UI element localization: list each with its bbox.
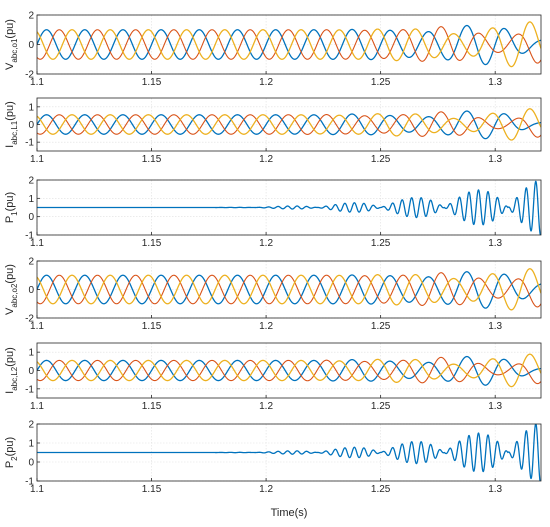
y-tick-label: 1	[28, 439, 34, 450]
x-tick-label: 1.1	[30, 484, 44, 495]
series-line-c	[37, 353, 541, 388]
x-tick-label: 1.2	[259, 321, 273, 332]
y-axis-label-subscript: 2	[10, 456, 19, 461]
y-axis-label-unit: (pu)	[4, 19, 16, 39]
x-tick-label: 1.2	[259, 401, 273, 412]
series-line-a	[37, 110, 541, 140]
y-axis-label-subscript: abc,L1	[10, 120, 19, 145]
y-tick-label: 2	[28, 176, 34, 187]
y-tick-label: 1	[28, 348, 34, 359]
x-tick-label: 1.25	[371, 401, 391, 412]
series-line-a	[37, 24, 541, 66]
y-tick-label: 1	[28, 194, 34, 205]
x-tick-label: 1.1	[30, 77, 44, 88]
x-tick-label: 1.2	[259, 77, 273, 88]
axes-frame	[36, 179, 542, 236]
y-tick-label: 0	[28, 458, 34, 469]
x-tick-label: 1.25	[371, 154, 391, 165]
x-tick-label: 1.15	[142, 238, 162, 249]
y-tick-label: 0	[28, 285, 34, 296]
subplot-4: -2 0 2 1.1 1.15 1.2 1.25 1.3 Vabc,o2(pu)	[4, 257, 542, 332]
x-tick-label: 1.3	[488, 77, 502, 88]
y-axis-label-main: V	[4, 62, 16, 70]
x-tick-label: 1.3	[488, 154, 502, 165]
axes-frame	[36, 423, 542, 482]
series-line-P2	[37, 424, 541, 481]
series-line-P1	[37, 180, 541, 235]
y-axis-label-main: V	[4, 307, 16, 315]
y-axis-label: Vabc,o1(pu)	[4, 19, 19, 70]
y-tick-label: 1	[28, 102, 34, 113]
series-line-a	[37, 355, 541, 386]
y-axis-label: P1(pu)	[4, 192, 19, 223]
y-tick-label: 0	[28, 40, 34, 51]
series-line-c	[37, 268, 541, 311]
x-tick-label: 1.3	[488, 238, 502, 249]
y-tick-label: -1	[25, 384, 34, 395]
y-tick-label: -2	[25, 70, 34, 81]
x-tick-label: 1.15	[142, 154, 162, 165]
x-tick-label: 1.2	[259, 238, 273, 249]
series-line-c	[37, 21, 541, 68]
y-axis-label-subscript: abc,o2	[10, 283, 19, 308]
y-tick-label: -1	[25, 231, 34, 242]
y-tick-label: -1	[25, 477, 34, 488]
x-tick-label: 1.15	[142, 77, 162, 88]
y-tick-label: 0	[28, 212, 34, 223]
y-tick-label: 0	[28, 120, 34, 131]
y-axis-label-main: I	[4, 145, 16, 148]
y-tick-label: -1	[25, 138, 34, 149]
series-line-b	[37, 272, 541, 308]
y-axis-label: P2(pu)	[4, 437, 19, 468]
subplot-5: -1 0 1 1.1 1.15 1.2 1.25 1.3 Iabc,L2(pu)	[4, 342, 542, 412]
subplot-2: -1 0 1 1.1 1.15 1.2 1.25 1.3 Iabc,L1(pu)	[4, 97, 542, 165]
x-tick-label: 1.2	[259, 154, 273, 165]
y-axis-label-subscript: 1	[10, 211, 19, 216]
y-axis-label-unit: (pu)	[4, 192, 16, 212]
series-line-b	[37, 26, 541, 64]
x-tick-label: 1.3	[488, 401, 502, 412]
y-axis-label: Iabc,L2(pu)	[4, 347, 19, 394]
subplot-1: -2 0 2 1.1 1.15 1.2 1.25 1.3 Vabc,o1(pu)	[4, 11, 542, 88]
x-tick-label: 1.1	[30, 154, 44, 165]
x-tick-label: 1.1	[30, 238, 44, 249]
x-tick-label: 1.1	[30, 401, 44, 412]
y-axis-label: Vabc,o2(pu)	[4, 264, 19, 315]
y-tick-label: 2	[28, 11, 34, 22]
y-tick-label: -2	[25, 314, 34, 325]
y-axis-label-subscript: abc,o1	[10, 38, 19, 63]
series-line-a	[37, 271, 541, 309]
y-axis-label-unit: (pu)	[4, 101, 16, 121]
y-axis-label-main: P	[4, 216, 16, 223]
series-line-c	[37, 108, 541, 141]
y-axis-label-unit: (pu)	[4, 347, 16, 367]
x-tick-label: 1.25	[371, 484, 391, 495]
x-tick-label: 1.25	[371, 238, 391, 249]
y-tick-label: 0	[28, 366, 34, 377]
x-tick-label: 1.15	[142, 484, 162, 495]
x-tick-label: 1.25	[371, 77, 391, 88]
y-axis-label-subscript: abc,L2	[10, 366, 19, 391]
x-tick-label: 1.15	[142, 321, 162, 332]
y-tick-label: 2	[28, 420, 34, 431]
series-line-b	[37, 111, 541, 138]
y-axis-label-main: I	[4, 391, 16, 394]
series-line-b	[37, 356, 541, 385]
y-tick-label: 2	[28, 257, 34, 268]
x-tick-label: 1.15	[142, 401, 162, 412]
x-tick-label: 1.1	[30, 321, 44, 332]
y-axis-label-main: P	[4, 461, 16, 468]
x-tick-label: 1.3	[488, 484, 502, 495]
y-axis-label-unit: (pu)	[4, 264, 16, 284]
y-axis-label: Iabc,L1(pu)	[4, 101, 19, 148]
x-tick-label: 1.3	[488, 321, 502, 332]
y-axis-label-unit: (pu)	[4, 437, 16, 457]
x-axis-label: Time(s)	[271, 507, 308, 519]
x-tick-label: 1.2	[259, 484, 273, 495]
x-tick-label: 1.25	[371, 321, 391, 332]
